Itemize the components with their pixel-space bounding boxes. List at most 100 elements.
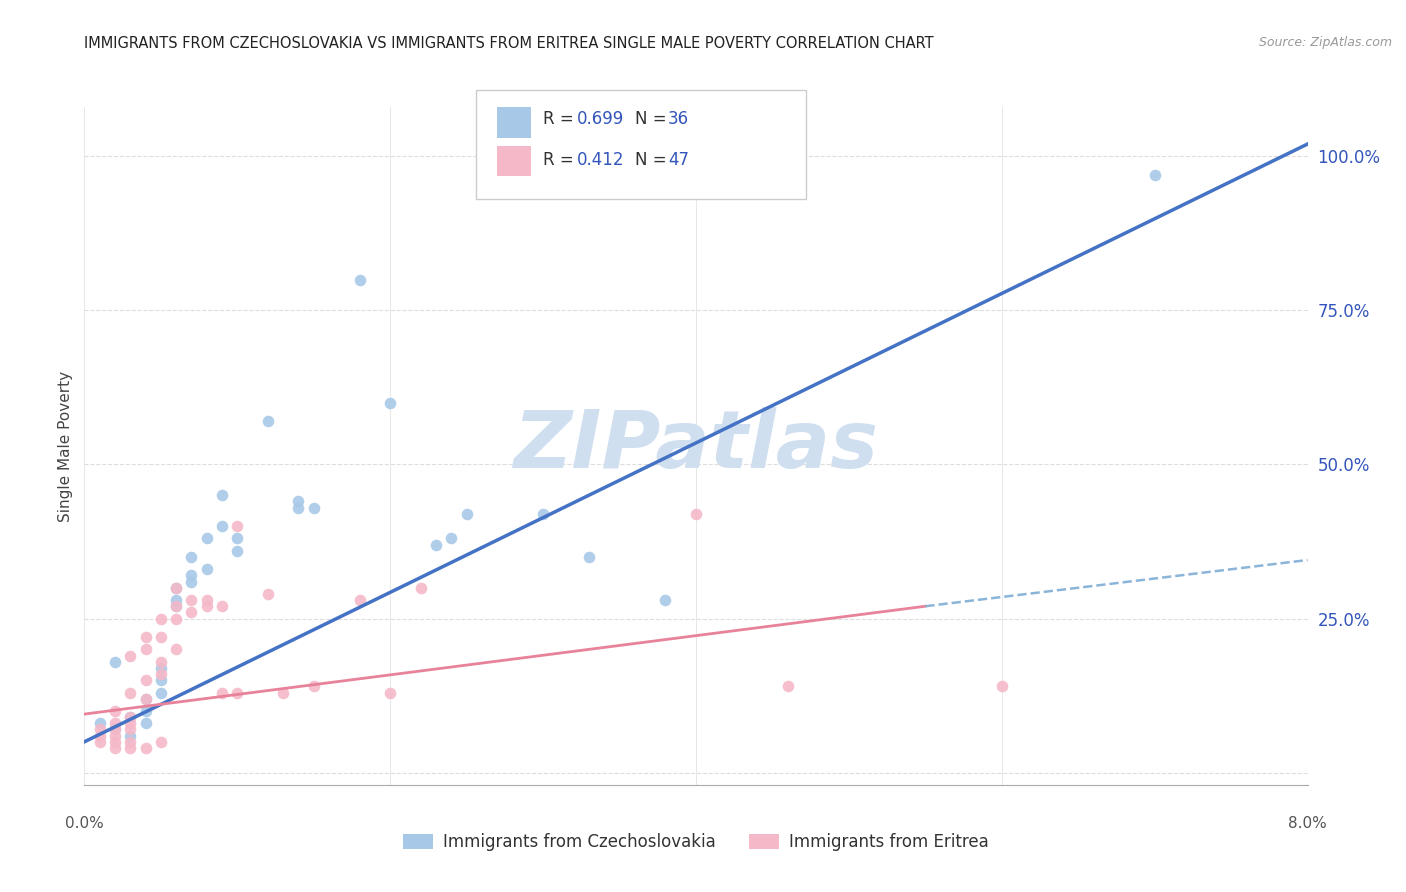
Point	[226, 543, 249, 558]
Point	[211, 519, 233, 533]
Point	[165, 581, 187, 595]
Point	[211, 599, 233, 614]
Point	[135, 691, 157, 706]
Text: 0.0%: 0.0%	[65, 815, 104, 830]
Point	[165, 599, 187, 614]
Point	[287, 494, 309, 508]
FancyBboxPatch shape	[496, 145, 531, 177]
Text: N =: N =	[636, 151, 672, 169]
Point	[165, 642, 187, 657]
Point	[104, 735, 127, 749]
Point	[578, 549, 600, 564]
Point	[135, 630, 157, 644]
Point	[180, 549, 202, 564]
Point	[685, 507, 707, 521]
Point	[149, 673, 172, 688]
Point	[104, 741, 127, 756]
Point	[1143, 168, 1166, 182]
FancyBboxPatch shape	[496, 107, 531, 137]
Point	[89, 729, 111, 743]
Point	[776, 679, 799, 693]
Point	[104, 723, 127, 737]
Point	[135, 716, 157, 731]
Point	[149, 667, 172, 681]
Point	[120, 723, 142, 737]
Point	[104, 655, 127, 669]
Point	[257, 587, 280, 601]
Point	[135, 691, 157, 706]
Text: 36: 36	[668, 111, 689, 128]
Point	[104, 716, 127, 731]
FancyBboxPatch shape	[475, 90, 806, 199]
Text: 0.412: 0.412	[578, 151, 624, 169]
Point	[104, 729, 127, 743]
Point	[135, 741, 157, 756]
Point	[120, 685, 142, 699]
Point	[211, 685, 233, 699]
Point	[104, 704, 127, 718]
Point	[257, 414, 280, 428]
Point	[409, 581, 432, 595]
Point	[165, 611, 187, 625]
Point	[165, 593, 187, 607]
Point	[135, 704, 157, 718]
Point	[195, 599, 218, 614]
Point	[120, 741, 142, 756]
Point	[89, 716, 111, 731]
Text: 8.0%: 8.0%	[1288, 815, 1327, 830]
Point	[226, 532, 249, 546]
Point	[149, 661, 172, 675]
Point	[195, 593, 218, 607]
Point	[149, 611, 172, 625]
Point	[302, 679, 325, 693]
Point	[120, 648, 142, 663]
Point	[180, 574, 202, 589]
Point	[89, 735, 111, 749]
Point	[120, 735, 142, 749]
Point	[211, 488, 233, 502]
Point	[149, 630, 172, 644]
Point	[165, 581, 187, 595]
Point	[120, 716, 142, 731]
Point	[180, 568, 202, 582]
Point	[302, 500, 325, 515]
Point	[135, 642, 157, 657]
Point	[425, 538, 447, 552]
Point	[654, 593, 676, 607]
Text: Source: ZipAtlas.com: Source: ZipAtlas.com	[1258, 36, 1392, 49]
Point	[226, 685, 249, 699]
Point	[287, 500, 309, 515]
Point	[349, 272, 371, 286]
Point	[149, 735, 172, 749]
Point	[120, 710, 142, 724]
Point	[180, 593, 202, 607]
Point	[149, 655, 172, 669]
Point	[120, 729, 142, 743]
Text: ZIPatlas: ZIPatlas	[513, 407, 879, 485]
Point	[271, 685, 294, 699]
Text: IMMIGRANTS FROM CZECHOSLOVAKIA VS IMMIGRANTS FROM ERITREA SINGLE MALE POVERTY CO: IMMIGRANTS FROM CZECHOSLOVAKIA VS IMMIGR…	[84, 36, 934, 51]
Text: 0.699: 0.699	[578, 111, 624, 128]
Text: 47: 47	[668, 151, 689, 169]
Text: R =: R =	[543, 151, 579, 169]
Point	[380, 685, 402, 699]
Point	[991, 679, 1014, 693]
Point	[149, 685, 172, 699]
Legend: Immigrants from Czechoslovakia, Immigrants from Eritrea: Immigrants from Czechoslovakia, Immigran…	[396, 827, 995, 858]
Point	[104, 723, 127, 737]
Text: N =: N =	[636, 111, 672, 128]
Point	[135, 673, 157, 688]
Point	[440, 532, 463, 546]
Point	[531, 507, 554, 521]
Point	[165, 599, 187, 614]
Point	[380, 396, 402, 410]
Point	[89, 723, 111, 737]
Point	[180, 606, 202, 620]
Point	[195, 562, 218, 576]
Point	[195, 532, 218, 546]
Text: R =: R =	[543, 111, 579, 128]
Point	[456, 507, 478, 521]
Y-axis label: Single Male Poverty: Single Male Poverty	[58, 370, 73, 522]
Point	[349, 593, 371, 607]
Point	[226, 519, 249, 533]
